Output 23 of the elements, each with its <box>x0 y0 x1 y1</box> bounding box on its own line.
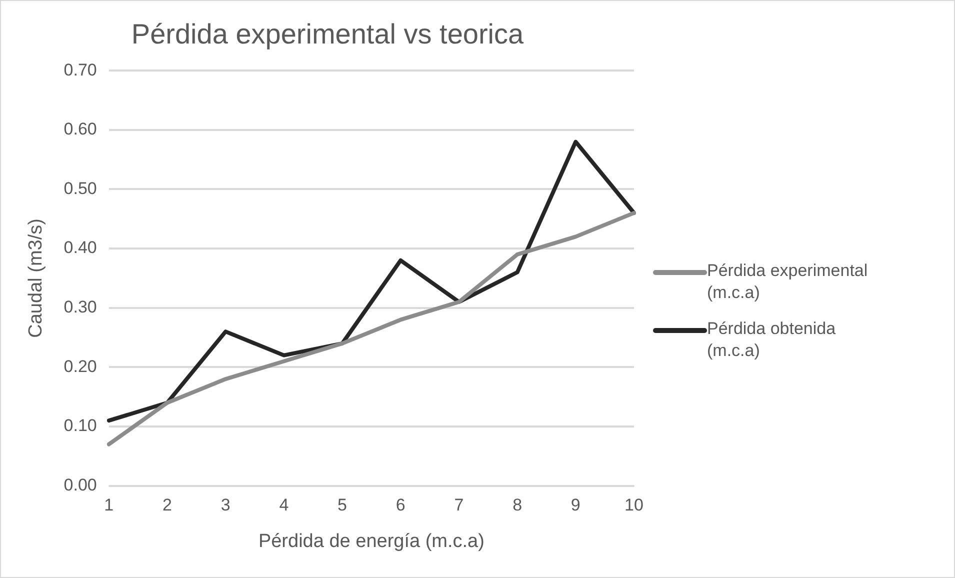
y-tick-label: 0.40 <box>64 238 97 258</box>
y-tick-label: 0.60 <box>64 120 97 139</box>
y-tick-label: 0.00 <box>64 475 97 494</box>
y-tick-label: 0.10 <box>64 416 97 436</box>
x-tick-label: 10 <box>624 496 644 515</box>
x-tick-label: 3 <box>220 496 230 515</box>
x-tick-label: 6 <box>396 496 406 515</box>
x-tick-label: 4 <box>279 496 289 515</box>
y-tick-label: 0.20 <box>64 356 97 376</box>
x-tick-label: 1 <box>104 496 114 515</box>
y-tick-label: 0.70 <box>64 60 97 80</box>
y-tick-label: 0.50 <box>64 178 97 198</box>
x-tick-label: 2 <box>162 496 172 515</box>
legend-label: Pérdida obtenida (m.c.a) <box>707 318 837 362</box>
y-tick-label: 0.30 <box>64 298 97 317</box>
legend-label: Pérdida experimental (m.c.a) <box>707 260 869 304</box>
y-axis-title: Caudal (m3/s) <box>26 218 47 338</box>
x-axis-title: Pérdida de energía (m.c.a) <box>258 530 484 552</box>
x-tick-label: 5 <box>338 496 348 515</box>
x-tick-label: 7 <box>454 496 464 515</box>
chart-title: Pérdida experimental vs teorica <box>131 18 524 50</box>
x-tick-label: 8 <box>512 496 522 515</box>
x-tick-label: 9 <box>570 496 580 515</box>
